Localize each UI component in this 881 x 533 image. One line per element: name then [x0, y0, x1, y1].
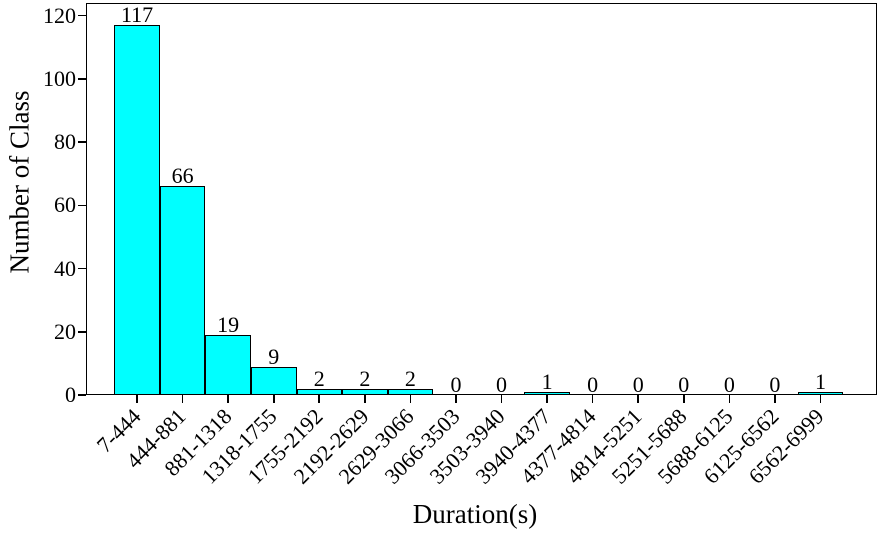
y-tick-label: 20 — [54, 318, 76, 344]
y-axis-tick-mark — [78, 14, 86, 17]
y-tick-label: 120 — [43, 2, 76, 28]
x-axis-tick-mark — [227, 395, 229, 403]
bar-value-label: 2 — [313, 365, 325, 391]
y-tick-label: 100 — [43, 65, 76, 91]
bar-value-label: 0 — [632, 372, 644, 397]
x-axis-tick-mark — [546, 395, 548, 403]
y-tick-label: 80 — [54, 129, 76, 155]
x-axis-tick-mark — [683, 395, 685, 403]
bar-value-label: 9 — [268, 343, 280, 369]
bar-value-label: 66 — [171, 163, 194, 189]
x-axis-tick-mark — [774, 395, 776, 403]
x-axis-tick-mark — [409, 395, 412, 403]
y-tick-label: 40 — [54, 255, 76, 281]
bar — [250, 366, 297, 395]
bar — [159, 186, 206, 395]
y-axis-tick-mark — [78, 394, 86, 396]
y-axis-tick-mark — [78, 78, 86, 80]
x-axis-tick-mark — [455, 395, 457, 403]
bar — [797, 391, 844, 395]
bar-value-label: 19 — [217, 311, 240, 337]
bar — [114, 25, 160, 395]
bar — [524, 391, 570, 395]
y-axis-tick-mark — [78, 330, 86, 333]
y-tick-label: 0 — [65, 382, 76, 407]
bar-value-label: 0 — [450, 372, 462, 397]
bar-value-label: 0 — [587, 372, 599, 397]
bar-value-label: 0 — [769, 372, 781, 397]
y-tick-label: 60 — [54, 192, 76, 218]
bar — [342, 388, 388, 395]
bar — [205, 334, 251, 395]
bar — [387, 388, 434, 395]
x-axis-tick-mark — [181, 395, 184, 403]
x-axis-tick-mark — [364, 395, 366, 403]
bar-value-label: 0 — [496, 372, 508, 397]
x-axis-title: Duration(s) — [412, 499, 538, 529]
x-axis-tick-mark — [819, 395, 822, 403]
plot-area — [86, 3, 877, 395]
bar-value-label: 0 — [678, 372, 690, 397]
y-axis-tick-mark — [78, 204, 86, 207]
bar-value-label: 2 — [359, 365, 371, 391]
x-axis-tick-mark — [272, 395, 275, 403]
y-axis-title: Number of Class — [4, 90, 35, 274]
x-axis-tick-mark — [591, 395, 594, 403]
bar-value-label: 117 — [120, 2, 154, 28]
x-axis-tick-mark — [500, 395, 503, 403]
bar — [296, 388, 343, 395]
y-axis-tick-mark — [78, 141, 86, 143]
x-axis-tick-mark — [136, 395, 138, 403]
x-axis-tick-mark — [728, 395, 731, 403]
bar-value-label: 2 — [404, 365, 416, 391]
x-axis-tick-mark — [318, 395, 321, 403]
bar-value-label: 1 — [815, 368, 826, 394]
bar-value-label: 1 — [541, 368, 553, 394]
x-axis-tick-mark — [637, 395, 640, 403]
y-axis-tick-mark — [78, 267, 86, 270]
bar-value-label: 0 — [723, 372, 735, 397]
